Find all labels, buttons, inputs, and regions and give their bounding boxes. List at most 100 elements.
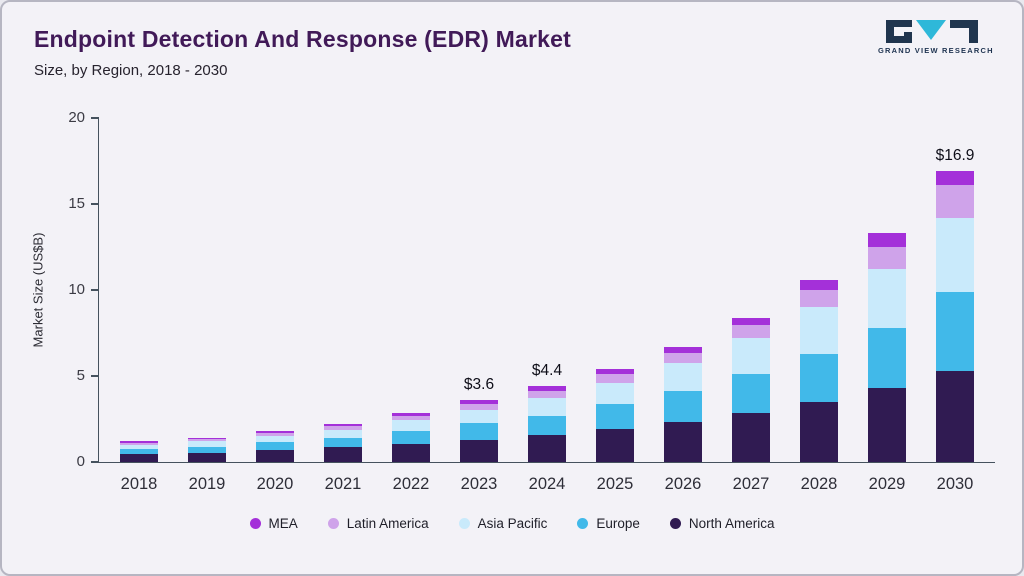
- bar-segment-north-america: [256, 449, 294, 462]
- bar-segment-mea: [256, 431, 294, 433]
- bar-segment-europe: [596, 404, 634, 430]
- grand-view-research-logo: GRAND VIEW RESEARCH: [878, 20, 994, 55]
- legend-dot: [327, 518, 339, 529]
- bar-segment-asia-pacific: [188, 441, 226, 447]
- bar-column-2021: 2021: [324, 118, 362, 493]
- bar-segment-europe: [188, 446, 226, 453]
- legend-label: Europe: [596, 516, 640, 531]
- chart-legend: MEA Latin America Asia Pacific Europe North …: [2, 516, 1022, 531]
- bar-segment-asia-pacific: [528, 398, 566, 416]
- bar-stack: [460, 400, 498, 462]
- bar-segment-latin-america: [800, 290, 838, 308]
- x-tick-label: 2028: [800, 475, 838, 493]
- x-tick-label: 2029: [868, 475, 906, 493]
- bar-stack: [664, 346, 702, 462]
- bar-segment-europe: [732, 374, 770, 413]
- bar-stack: [800, 279, 838, 462]
- bar-segment-north-america: [120, 454, 158, 462]
- bar-stack: [732, 317, 770, 462]
- y-tick-label: 15: [68, 195, 85, 212]
- bar-segment-europe: [324, 437, 362, 448]
- bar-segment-mea: [392, 413, 430, 416]
- bar-segment-europe: [460, 423, 498, 440]
- legend-item-asia-pacific: Asia Pacific: [458, 516, 547, 531]
- x-tick-label: 2021: [324, 475, 362, 493]
- x-tick-label: 2019: [188, 475, 226, 493]
- bar-segment-asia-pacific: [120, 444, 158, 450]
- y-tick-mark: [91, 375, 99, 377]
- bar-segment-europe: [392, 431, 430, 444]
- bar-segment-mea: [800, 279, 838, 291]
- bar-stack: [392, 413, 430, 462]
- y-axis-label: Market Size (US$B): [30, 232, 46, 348]
- bar-segment-latin-america: [188, 439, 226, 442]
- bar-column-2022: 2022: [392, 118, 430, 493]
- x-tick-label: 2024: [528, 475, 566, 493]
- y-tick-label: 10: [68, 281, 85, 298]
- bar-column-2023: $3.6 2023: [460, 118, 498, 493]
- bar-segment-latin-america: [732, 325, 770, 339]
- bar-segment-north-america: [936, 370, 974, 462]
- bar-column-2030: $16.9 2030: [936, 118, 975, 493]
- bar-column-2029: 2029: [868, 118, 906, 493]
- bar-segment-north-america: [528, 435, 566, 462]
- bar-segment-asia-pacific: [324, 429, 362, 438]
- bar-segment-north-america: [460, 439, 498, 462]
- x-tick-label: 2018: [120, 475, 158, 493]
- legend-item-north-america: North America: [669, 516, 774, 531]
- bar-segment-latin-america: [596, 374, 634, 383]
- bar-stack: [868, 233, 906, 462]
- bar-segment-asia-pacific: [460, 409, 498, 424]
- bar-value-annotation: $3.6: [463, 376, 495, 394]
- x-tick-label: 2025: [596, 475, 634, 493]
- legend-item-latin-america: Latin America: [327, 516, 429, 531]
- bar-stack: [256, 431, 294, 462]
- bar-segment-north-america: [596, 429, 634, 462]
- y-tick-mark: [91, 117, 99, 119]
- bar-segment-north-america: [664, 421, 702, 462]
- legend-label: Latin America: [346, 516, 429, 531]
- bar-segment-mea: [936, 171, 974, 186]
- logo-text: GRAND VIEW RESEARCH: [878, 46, 994, 55]
- bar-segment-europe: [664, 390, 702, 422]
- bar-segment-mea: [188, 437, 226, 440]
- bar-column-2028: 2028: [800, 118, 838, 493]
- bar-segment-latin-america: [256, 432, 294, 436]
- bar-segment-mea: [664, 346, 702, 353]
- bar-segment-mea: [868, 233, 906, 248]
- legend-item-europe: Europe: [577, 516, 640, 531]
- bar-segment-north-america: [188, 452, 226, 462]
- y-tick-mark: [91, 289, 99, 291]
- bar-segment-north-america: [324, 447, 362, 462]
- bar-segment-latin-america: [120, 442, 158, 445]
- legend-dot: [458, 518, 470, 529]
- legend-label: MEA: [268, 516, 298, 531]
- bar-segment-europe: [868, 327, 906, 389]
- legend-dot: [249, 518, 261, 529]
- x-tick-label: 2030: [936, 475, 974, 493]
- bar-segment-latin-america: [664, 352, 702, 364]
- bar-column-2019: 2019: [188, 118, 226, 493]
- bar-column-2026: 2026: [664, 118, 702, 493]
- x-tick-label: 2022: [392, 475, 430, 493]
- bar-segment-north-america: [800, 401, 838, 462]
- y-tick-label: 20: [68, 109, 85, 126]
- bar-segment-mea: [528, 386, 566, 391]
- bar-column-2024: $4.4 2024: [528, 118, 566, 493]
- bar-stack: [188, 437, 226, 462]
- bar-segment-asia-pacific: [664, 363, 702, 391]
- bar-segment-asia-pacific: [732, 338, 770, 375]
- bar-segment-asia-pacific: [936, 217, 974, 292]
- bar-segment-mea: [460, 400, 498, 404]
- bar-segment-asia-pacific: [256, 435, 294, 443]
- bar-stack: [120, 441, 158, 462]
- bar-stack: [324, 424, 362, 462]
- bar-segment-asia-pacific: [392, 420, 430, 432]
- bar-column-2018: 2018: [120, 118, 158, 493]
- bar-segment-europe: [800, 353, 838, 402]
- bar-segment-europe: [256, 442, 294, 450]
- bar-stack: [596, 369, 634, 462]
- bar-segment-north-america: [392, 443, 430, 462]
- page-title: Endpoint Detection And Response (EDR) Ma…: [34, 26, 571, 52]
